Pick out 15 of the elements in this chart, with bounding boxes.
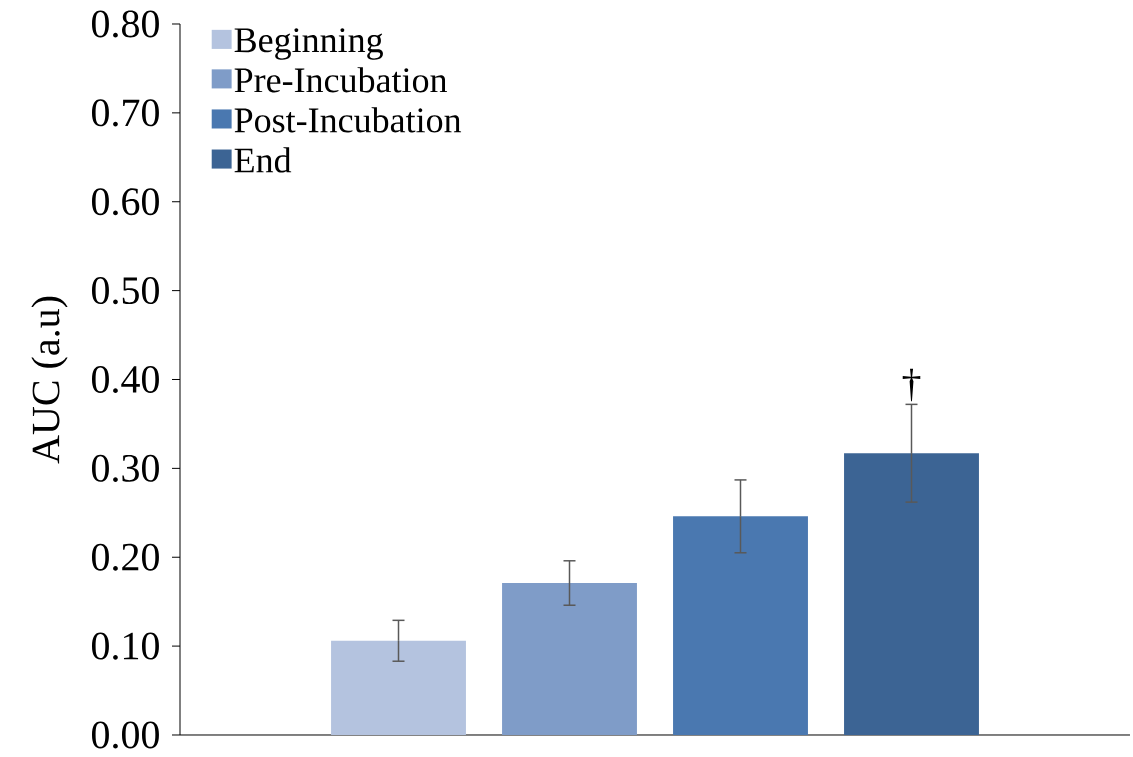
- legend-label: Beginning: [234, 28, 383, 60]
- legend-label: Post-Incubation: [234, 107, 462, 133]
- y-tick-label: 0.60: [92, 188, 159, 216]
- legend-label: Pre-Incubation: [234, 67, 448, 93]
- annotation: †: [902, 368, 921, 402]
- y-tick-label: 0.30: [92, 454, 159, 482]
- y-axis-title: AUC (a.u): [31, 296, 68, 464]
- y-tick-label: 0.50: [92, 277, 159, 305]
- y-tick-label: 0.20: [92, 543, 159, 571]
- y-tick-label: 0.70: [92, 99, 159, 127]
- y-tick-label: 0.40: [92, 365, 159, 394]
- y-tick-label: 0.10: [92, 632, 159, 660]
- y-tick-label: 0.80: [92, 10, 159, 38]
- y-tick-label: 0.00: [92, 721, 159, 749]
- legend-label: End: [234, 147, 292, 173]
